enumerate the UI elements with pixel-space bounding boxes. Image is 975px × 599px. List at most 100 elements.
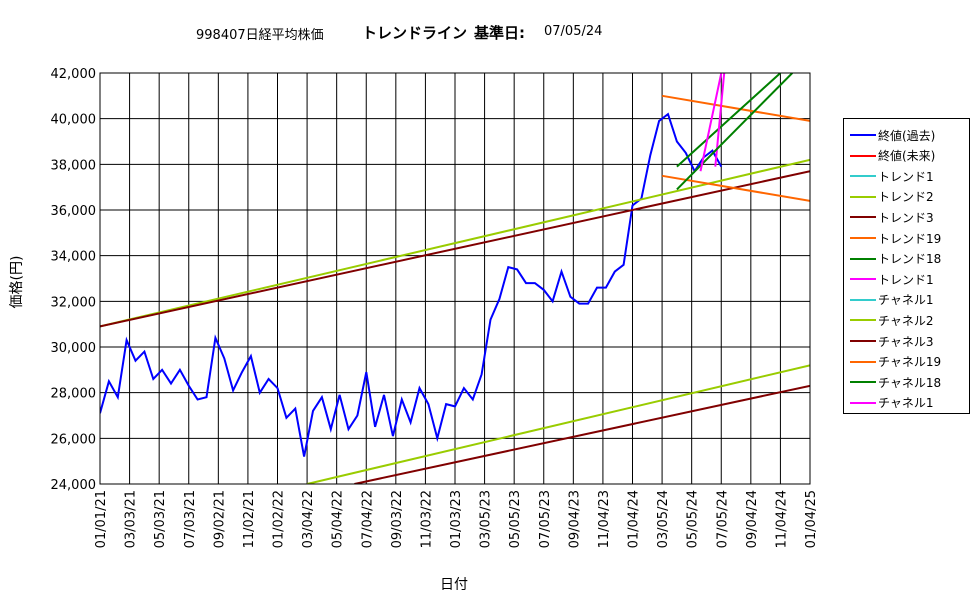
x-tick-label: 03/03/21 [124, 490, 139, 548]
legend-swatch [850, 298, 876, 301]
x-axis-label: 日付 [440, 577, 468, 593]
legend: 終値(過去) 終値(未来) トレンド1 トレンド2 トレンド3 トレンド19 トレンド18 ト… [843, 118, 970, 414]
x-tick-label: 05/04/22 [331, 490, 346, 548]
series-line-9 [306, 364, 810, 484]
legend-item: チャネル19 [850, 352, 941, 372]
series-line-5 [661, 94, 810, 122]
legend-swatch [850, 319, 876, 322]
y-tick-label: 40,000 [51, 113, 97, 128]
y-tick-label: 32,000 [51, 295, 97, 310]
x-tick-label: 07/05/23 [538, 490, 553, 548]
series-line-3 [100, 158, 810, 328]
series-line-12 [676, 73, 794, 191]
legend-item: チャネル3 [850, 331, 934, 351]
legend-label: トレンド2 [878, 190, 934, 205]
legend-swatch [850, 134, 876, 136]
legend-item: トレンド3 [850, 207, 934, 227]
legend-swatch [850, 154, 876, 157]
y-tick-labels: 24,000 26,000 28,000 30,000 32,000 34,000 36,0… [51, 67, 97, 493]
y-tick-label: 26,000 [51, 432, 97, 447]
legend-label: トレンド18 [878, 252, 942, 267]
x-tick-label: 03/05/23 [479, 490, 494, 548]
x-tick-label: 01/03/23 [449, 490, 464, 548]
x-tick-label: 07/05/24 [715, 490, 730, 548]
legend-item: トレンド1 [850, 269, 934, 289]
legend-label: チャネル19 [878, 355, 942, 370]
x-tick-label: 09/04/23 [567, 490, 582, 548]
legend-item: トレンド2 [850, 187, 934, 207]
legend-swatch [850, 195, 876, 198]
legend-item: トレンド19 [850, 228, 941, 248]
legend-swatch [850, 360, 876, 363]
x-tick-label: 05/03/21 [153, 490, 168, 548]
legend-swatch [850, 381, 876, 384]
series-group [100, 73, 810, 484]
series-line-7 [714, 73, 726, 167]
legend-label: トレンド19 [878, 231, 942, 246]
legend-swatch [850, 278, 876, 281]
legend-item: チャネル1 [850, 393, 934, 413]
x-tick-label: 03/05/24 [656, 490, 671, 548]
legend-item: 終値(過去) [850, 125, 935, 145]
y-axis-label: 価格(円) [9, 255, 25, 309]
x-tick-label: 09/03/22 [390, 490, 405, 548]
legend-label: チャネル1 [878, 396, 934, 411]
y-tick-label: 30,000 [51, 341, 97, 356]
series-line-6 [676, 73, 782, 168]
y-tick-label: 42,000 [51, 67, 97, 82]
legend-label: 終値(過去) [878, 128, 936, 143]
y-tick-label: 28,000 [51, 387, 97, 402]
base-label: 基準日: [474, 24, 525, 42]
legend-swatch [850, 237, 876, 239]
x-tick-labels: 01/01/21 03/03/21 05/03/21 07/03/21 09/02/21… [94, 490, 819, 548]
legend-label: トレンド1 [878, 169, 934, 184]
x-tick-label: 07/03/21 [183, 490, 198, 548]
x-tick-label: 01/02/22 [272, 490, 287, 548]
legend-item: チャネル1 [850, 290, 934, 310]
base-date: 07/05/24 [544, 24, 603, 39]
x-tick-label: 09/02/21 [212, 490, 227, 548]
code-title: 998407日経平均株価 [196, 28, 324, 43]
legend-label: チャネル2 [878, 313, 934, 328]
legend-item: トレンド18 [850, 249, 941, 269]
legend-item: チャネル2 [850, 310, 934, 330]
y-tick-label: 24,000 [51, 478, 97, 493]
x-tick-label: 05/05/24 [686, 490, 701, 548]
legend-label: トレンド1 [878, 272, 934, 287]
x-tick-label: 09/04/24 [745, 490, 760, 548]
series-line-13 [699, 73, 723, 172]
legend-label: チャネル3 [878, 334, 934, 349]
x-tick-label: 07/04/22 [360, 490, 375, 548]
legend-swatch [850, 401, 876, 404]
plot-border [99, 72, 811, 485]
x-tick-label: 03/04/22 [301, 490, 316, 548]
x-tick-label: 01/04/25 [804, 490, 819, 548]
x-tick-label: 01/01/21 [94, 490, 109, 548]
x-tick-label: 11/04/24 [774, 490, 789, 548]
series-line-10 [354, 384, 810, 484]
series-line-4 [100, 170, 810, 328]
x-tick-label: 11/04/23 [597, 490, 612, 548]
legend-label: トレンド3 [878, 210, 934, 225]
series-line-0 [100, 112, 723, 457]
grid-lines [99, 72, 811, 485]
legend-swatch [850, 340, 876, 342]
legend-item: 終値(未来) [850, 146, 935, 166]
y-tick-label: 34,000 [51, 250, 97, 265]
y-tick-label: 36,000 [51, 204, 97, 219]
x-tick-label: 05/05/23 [508, 490, 523, 548]
y-tick-label: 38,000 [51, 158, 97, 173]
x-tick-label: 01/04/24 [627, 490, 642, 548]
legend-swatch [850, 257, 876, 260]
trend-title: トレンドライン [362, 24, 468, 42]
legend-swatch [850, 216, 876, 219]
legend-item: トレンド1 [850, 166, 934, 186]
legend-swatch [850, 175, 876, 178]
legend-label: 終値(未来) [878, 149, 936, 164]
legend-item: チャネル18 [850, 372, 941, 392]
legend-label: チャネル18 [878, 375, 942, 390]
x-tick-label: 11/03/22 [419, 490, 434, 548]
x-tick-label: 11/02/21 [242, 490, 257, 548]
legend-label: チャネル1 [878, 293, 934, 308]
